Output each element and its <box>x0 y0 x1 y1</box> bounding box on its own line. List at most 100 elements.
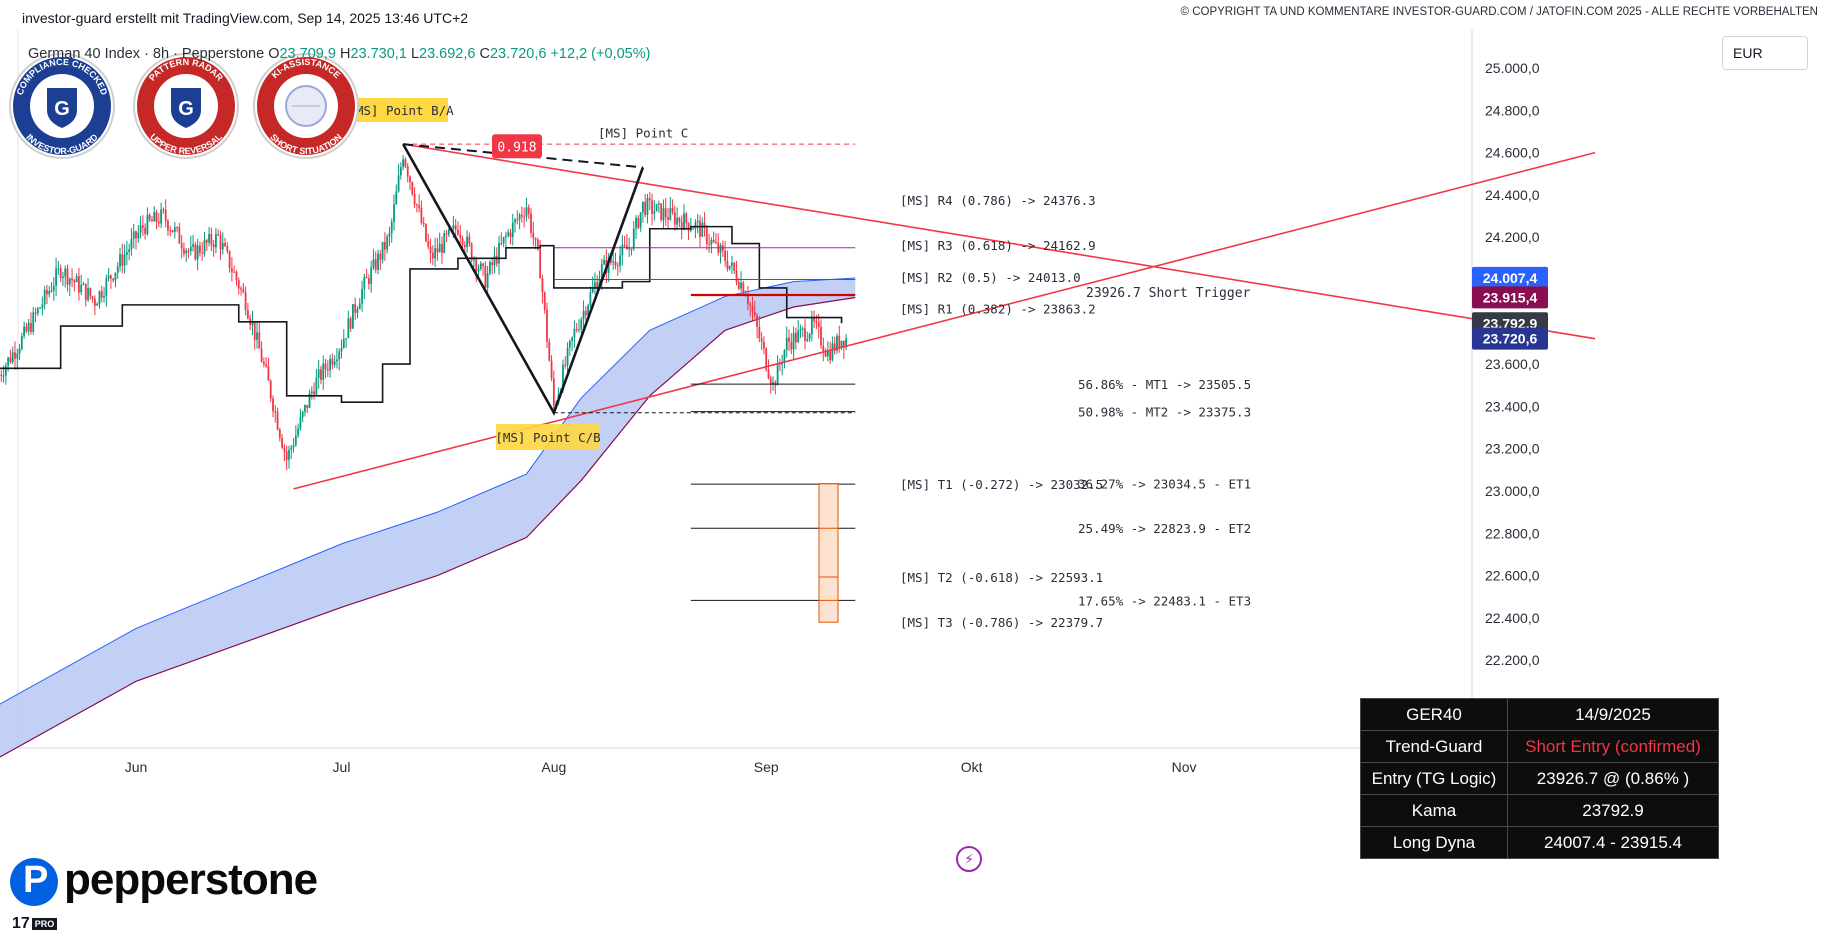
candle-body <box>644 201 647 215</box>
candle-body <box>498 243 500 264</box>
candle-body <box>87 288 89 301</box>
candle-body <box>534 237 537 240</box>
candle-body <box>212 244 215 248</box>
target-zone-box <box>818 483 839 623</box>
legend-close-value: 23.720,6 <box>489 46 547 62</box>
candle-body <box>7 357 10 366</box>
info-value: 14/9/2025 <box>1507 698 1719 731</box>
candle-body <box>208 234 210 243</box>
target-level-label: 25.49% -> 22823.9 - ET2 <box>1078 521 1251 536</box>
candle-body <box>657 203 660 205</box>
candle-body <box>527 207 530 214</box>
legend-open-label: O <box>268 46 280 62</box>
candle-body <box>463 244 466 248</box>
candle-body <box>356 309 359 313</box>
price-axis-tick: 24.600,0 <box>1485 145 1540 161</box>
candle-body <box>630 248 633 250</box>
candle-body <box>55 268 57 286</box>
candle-body <box>829 351 832 361</box>
point-cb-label: [MS] Point C/B <box>495 430 600 445</box>
shield-g-icon <box>47 88 77 128</box>
candle-body <box>776 362 779 386</box>
candle-body <box>148 214 151 220</box>
price-tag-box <box>1472 266 1548 289</box>
candle-body <box>642 201 644 213</box>
candle-body <box>810 318 813 335</box>
candle-body <box>294 435 297 446</box>
candle-body <box>621 244 624 256</box>
shield-g-icon <box>171 88 201 128</box>
candle-body <box>441 243 443 253</box>
candle-body <box>290 447 293 450</box>
candle-body <box>203 240 206 254</box>
candle-body <box>447 229 450 235</box>
candle-body <box>600 264 603 279</box>
candle-body <box>89 288 92 297</box>
candle-body <box>91 296 94 299</box>
fib-ratio-badge <box>492 134 542 159</box>
symbol-legend: German 40 Index · 8h · Pepperstone O23.7… <box>28 46 650 62</box>
candle-body <box>345 338 347 340</box>
info-value: Short Entry (confirmed) <box>1507 730 1719 763</box>
candle-body <box>573 328 576 338</box>
candle-body <box>548 341 551 361</box>
candle-body <box>4 365 7 376</box>
candle-body <box>155 212 158 222</box>
candle-body <box>587 305 589 316</box>
candle-body <box>452 225 455 229</box>
candle-body <box>187 250 190 252</box>
fib-level-label: [MS] R3 (0.618) -> 24162.9 <box>900 238 1096 253</box>
candle-body <box>78 276 80 293</box>
tradingview-pro-badge: PRO <box>31 918 58 930</box>
currency-selector[interactable]: EUR <box>1722 36 1808 70</box>
info-row: GER40 14/9/2025 <box>1360 698 1719 731</box>
candle-body <box>75 276 78 283</box>
candle-body <box>11 352 14 363</box>
candle-body <box>94 298 96 306</box>
candle-body <box>299 416 302 429</box>
legend-low-value: 23.692,6 <box>419 46 476 62</box>
lightning-icon[interactable]: ⚡ <box>956 846 982 872</box>
candle-body <box>491 262 494 266</box>
candle-body <box>767 369 770 378</box>
candle-body <box>235 272 238 281</box>
candle-body <box>664 208 667 218</box>
candle-body <box>379 253 382 260</box>
price-axis-tick: 24.800,0 <box>1485 102 1540 118</box>
candle-body <box>575 328 578 330</box>
dyna-cloud-band <box>0 278 856 757</box>
price-tag-label: 23.720,6 <box>1483 331 1538 347</box>
candle-body <box>623 244 626 246</box>
candle-body <box>815 321 818 323</box>
candle-body <box>322 363 325 380</box>
candle-body <box>2 375 5 377</box>
candle-body <box>160 209 163 224</box>
candle-body <box>377 253 379 270</box>
candle-body <box>740 282 742 289</box>
candle-body <box>34 312 37 314</box>
target-level-label: 17.65% -> 22483.1 - ET3 <box>1078 593 1251 608</box>
candle-body <box>660 203 663 221</box>
candle-body <box>347 318 350 339</box>
price-axis-tick: 22.600,0 <box>1485 568 1540 584</box>
time-axis-tick: Jul <box>333 759 351 775</box>
candle-body <box>427 241 430 247</box>
candle-body <box>413 194 416 205</box>
candle-body <box>82 283 85 285</box>
candle-body <box>840 340 843 348</box>
candle-body <box>568 340 571 348</box>
candle-body <box>493 255 496 266</box>
candle-body <box>760 338 763 342</box>
candle-body <box>708 243 711 245</box>
candle-body <box>105 278 108 296</box>
candle-body <box>315 377 318 395</box>
candle-body <box>431 252 434 259</box>
time-axis-tick: Aug <box>541 759 566 775</box>
candle-body <box>16 353 19 359</box>
candle-body <box>116 266 119 273</box>
candle-body <box>194 244 197 260</box>
candle-body <box>443 233 446 253</box>
candle-body <box>731 262 733 266</box>
tradingview-logo: 17 PRO <box>12 915 58 933</box>
